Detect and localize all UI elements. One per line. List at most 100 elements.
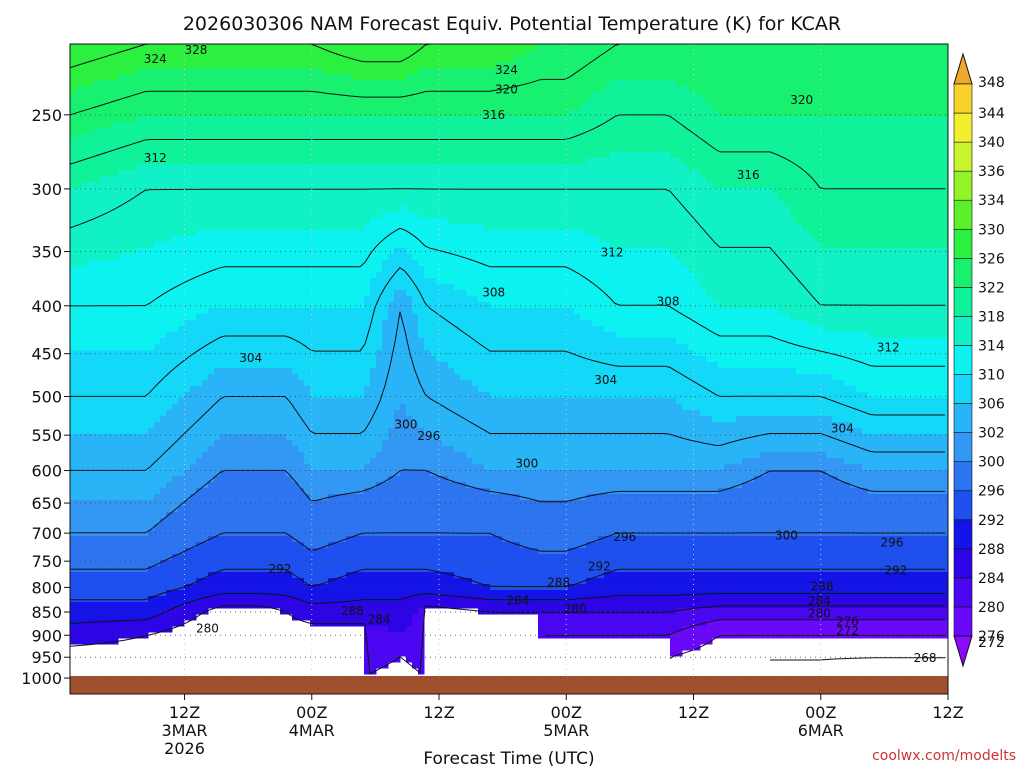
field-cell bbox=[286, 164, 293, 231]
field-cell bbox=[928, 44, 935, 117]
field-cell bbox=[898, 398, 905, 435]
field-cell bbox=[604, 614, 611, 639]
field-cell bbox=[532, 230, 539, 309]
field-cell bbox=[712, 44, 719, 111]
field-cell bbox=[670, 158, 677, 255]
field-cell bbox=[226, 368, 233, 435]
field-cell bbox=[448, 536, 455, 573]
field-cell bbox=[928, 536, 935, 573]
field-cell bbox=[760, 368, 767, 417]
field-cell bbox=[550, 554, 557, 591]
field-cell bbox=[778, 116, 785, 201]
field-cell bbox=[346, 536, 353, 573]
field-cell bbox=[190, 164, 197, 237]
field-cell bbox=[400, 404, 407, 471]
field-cell bbox=[334, 164, 341, 231]
field-cell bbox=[922, 620, 929, 639]
field-cell bbox=[406, 44, 413, 75]
field-cell bbox=[646, 398, 653, 471]
field-cell bbox=[508, 470, 515, 495]
field-cell bbox=[880, 248, 887, 339]
field-cell bbox=[562, 614, 569, 639]
field-cell bbox=[250, 434, 257, 471]
field-cell bbox=[382, 260, 389, 321]
field-cell bbox=[424, 350, 431, 435]
field-cell bbox=[376, 482, 383, 537]
field-cell bbox=[490, 494, 497, 537]
field-cell bbox=[940, 398, 947, 435]
field-cell bbox=[268, 116, 275, 165]
field-cell bbox=[178, 44, 185, 69]
field-cell bbox=[442, 596, 449, 609]
field-cell bbox=[304, 230, 311, 309]
field-cell bbox=[946, 434, 948, 471]
field-cell bbox=[820, 44, 827, 117]
contour-label: 272 bbox=[836, 624, 859, 638]
field-cell bbox=[658, 338, 665, 399]
field-cell bbox=[364, 536, 371, 573]
field-cell bbox=[814, 596, 821, 609]
field-cell bbox=[814, 572, 821, 597]
field-cell bbox=[754, 458, 761, 477]
contour-label: 312 bbox=[144, 151, 167, 165]
field-cell bbox=[280, 536, 287, 573]
field-cell bbox=[694, 470, 701, 495]
field-cell bbox=[136, 536, 143, 573]
field-cell bbox=[508, 230, 515, 309]
field-cell bbox=[730, 608, 737, 621]
field-cell bbox=[400, 44, 407, 81]
field-cell bbox=[676, 470, 683, 495]
field-cell bbox=[790, 620, 797, 639]
field-cell bbox=[160, 242, 167, 339]
field-cell bbox=[904, 248, 911, 339]
field-cell bbox=[580, 548, 587, 585]
field-cell bbox=[616, 596, 623, 615]
field-cell bbox=[766, 416, 773, 453]
field-cell bbox=[856, 428, 863, 465]
field-cell bbox=[814, 536, 821, 573]
field-cell bbox=[160, 416, 167, 489]
field-cell bbox=[424, 470, 431, 537]
field-cell bbox=[286, 116, 293, 165]
field-cell bbox=[868, 338, 875, 399]
contour-label: 280 bbox=[196, 621, 219, 635]
field-cell bbox=[520, 116, 527, 165]
x-tick-label: 6MAR bbox=[798, 721, 844, 740]
field-cell bbox=[238, 368, 245, 435]
field-cell bbox=[586, 494, 593, 543]
field-cell bbox=[460, 116, 467, 165]
field-cell bbox=[868, 620, 875, 639]
field-cell bbox=[232, 68, 239, 117]
field-cell bbox=[568, 164, 575, 231]
field-cell bbox=[868, 572, 875, 597]
field-cell bbox=[94, 602, 101, 621]
field-cell bbox=[688, 272, 695, 351]
field-cell bbox=[802, 116, 809, 231]
field-cell bbox=[412, 44, 419, 75]
field-cell bbox=[526, 470, 533, 501]
field-cell bbox=[640, 614, 647, 639]
field-cell bbox=[220, 596, 227, 609]
field-cell bbox=[772, 368, 779, 417]
field-cell bbox=[778, 536, 785, 573]
field-cell bbox=[418, 44, 425, 69]
field-cell bbox=[478, 584, 485, 597]
field-cell bbox=[658, 470, 665, 495]
field-cell bbox=[658, 248, 665, 339]
field-cell bbox=[574, 164, 581, 231]
field-cell bbox=[490, 536, 497, 591]
field-cell bbox=[94, 182, 101, 261]
field-cell bbox=[880, 596, 887, 609]
field-cell bbox=[172, 116, 179, 165]
field-cell bbox=[124, 620, 131, 639]
field-cell bbox=[640, 44, 647, 81]
field-cell bbox=[940, 608, 947, 621]
field-cell bbox=[460, 44, 467, 69]
field-cell bbox=[730, 596, 737, 609]
field-cell bbox=[664, 536, 671, 573]
field-cell bbox=[640, 80, 647, 153]
field-cell bbox=[94, 572, 101, 603]
field-cell bbox=[568, 602, 575, 615]
field-cell bbox=[934, 248, 941, 339]
field-cell bbox=[196, 44, 203, 69]
